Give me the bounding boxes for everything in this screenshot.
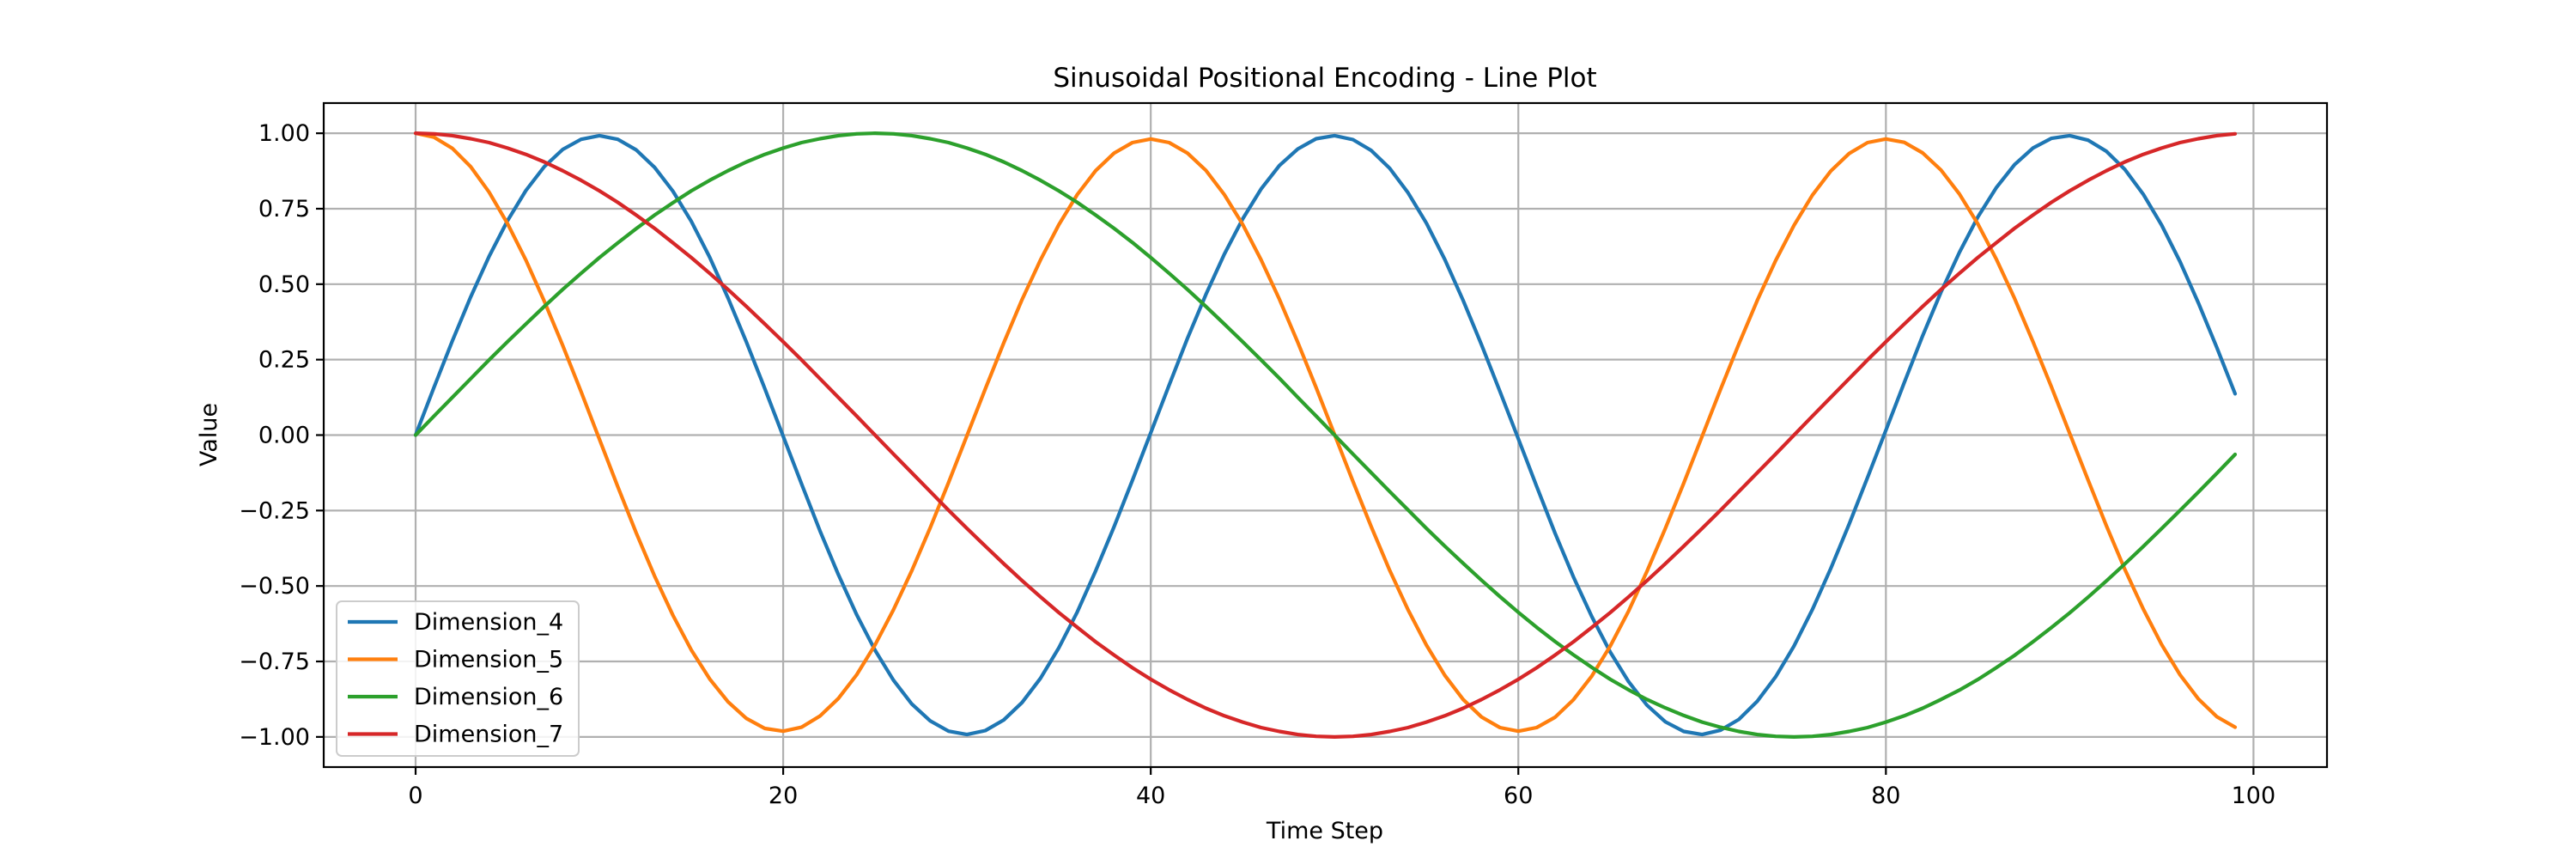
legend: Dimension_4 Dimension_5 Dimension_6 Dimensi… [336, 600, 580, 757]
x-tick-label: 40 [1136, 783, 1165, 809]
x-tick-label: 60 [1504, 783, 1533, 809]
x-axis-label: Time Step [1266, 818, 1383, 844]
y-tick-label: −1.00 [239, 724, 310, 751]
y-tick-label: 0.75 [258, 196, 310, 222]
legend-label: Dimension_5 [414, 647, 563, 673]
legend-label: Dimension_7 [414, 722, 563, 748]
legend-label: Dimension_6 [414, 684, 563, 710]
x-tick-label: 80 [1871, 783, 1900, 809]
x-tick-label: 0 [408, 783, 422, 809]
y-tick-label: −0.25 [239, 497, 310, 524]
y-tick-label: 0.25 [258, 347, 310, 374]
x-tick-label: 100 [2232, 783, 2276, 809]
y-tick-label: 0.00 [258, 423, 310, 449]
series-line-dimension-6 [413, 131, 2238, 740]
chart-title: Sinusoidal Positional Encoding - Line Pl… [1053, 63, 1596, 94]
y-tick-label: −0.75 [239, 649, 310, 675]
legend-label: Dimension_4 [414, 609, 563, 636]
legend-box [336, 600, 580, 757]
y-tick-label: −0.50 [239, 573, 310, 600]
y-axis-label: Value [196, 403, 222, 466]
y-tick-label: 0.50 [258, 271, 310, 298]
series-lines [413, 131, 2238, 740]
y-tick-label: 1.00 [258, 120, 310, 147]
series-line-dimension-5 [413, 131, 2238, 734]
series-line-dimension-4 [413, 133, 2238, 737]
x-tick-label: 20 [769, 783, 798, 809]
series-line-dimension-7 [413, 131, 2238, 740]
axis-ticks: 0 20 40 60 80 100 −1.00 −0.75 −0.50 −0.25 0.00 0.25… [239, 120, 2275, 809]
